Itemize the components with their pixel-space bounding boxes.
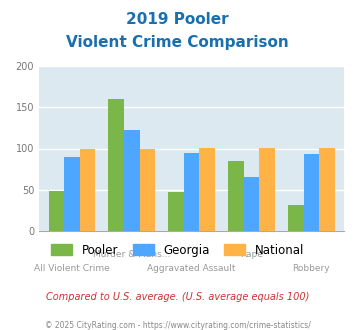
Legend: Pooler, Georgia, National: Pooler, Georgia, National — [47, 239, 308, 261]
Text: 2019 Pooler: 2019 Pooler — [126, 12, 229, 26]
Bar — [64, 157, 80, 231]
Bar — [260, 148, 275, 231]
Bar — [228, 161, 244, 231]
Bar — [288, 205, 304, 231]
Text: Compared to U.S. average. (U.S. average equals 100): Compared to U.S. average. (U.S. average … — [46, 292, 309, 302]
Bar — [200, 148, 215, 231]
Bar — [319, 148, 335, 231]
Text: Aggravated Assault: Aggravated Assault — [147, 264, 236, 273]
Text: All Violent Crime: All Violent Crime — [34, 264, 110, 273]
Bar — [124, 129, 140, 231]
Bar — [109, 99, 124, 231]
Text: Rape: Rape — [240, 250, 263, 259]
Bar — [244, 177, 260, 231]
Text: Robbery: Robbery — [293, 264, 330, 273]
Bar — [184, 153, 200, 231]
Text: Violent Crime Comparison: Violent Crime Comparison — [66, 35, 289, 50]
Bar — [140, 148, 155, 231]
Bar — [80, 148, 95, 231]
Bar — [49, 191, 64, 231]
Bar — [304, 154, 319, 231]
Text: Murder & Mans...: Murder & Mans... — [93, 250, 170, 259]
Text: © 2025 CityRating.com - https://www.cityrating.com/crime-statistics/: © 2025 CityRating.com - https://www.city… — [45, 321, 310, 330]
Bar — [168, 192, 184, 231]
